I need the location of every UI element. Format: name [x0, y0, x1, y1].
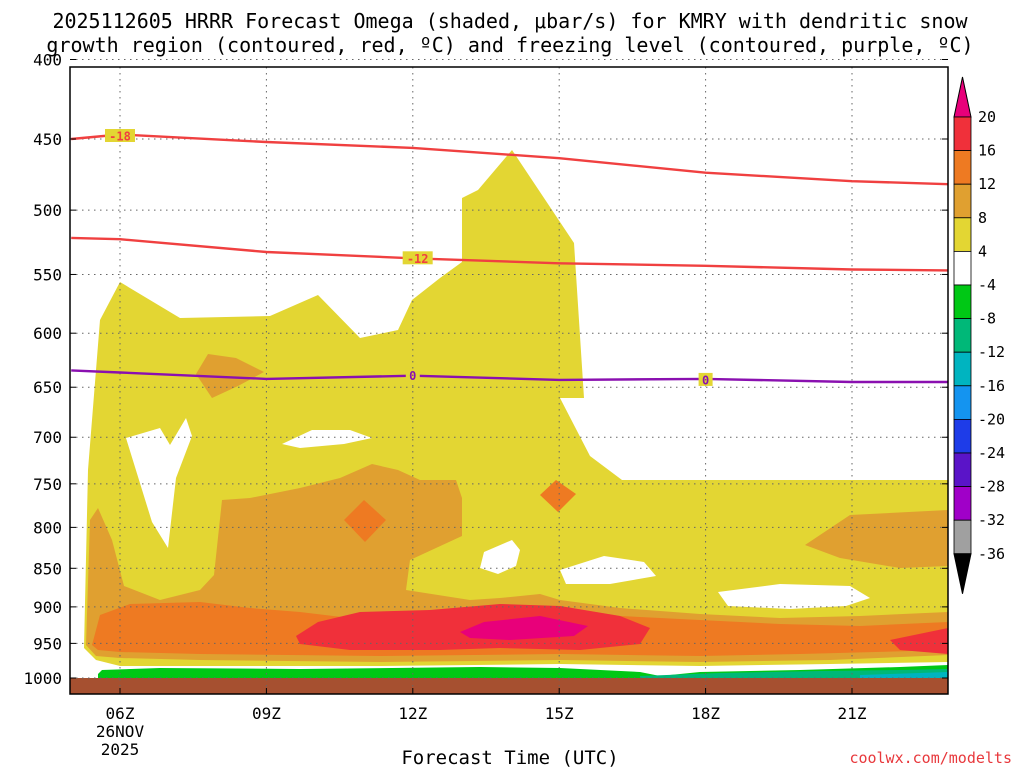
omega-ge12-spot-center	[540, 480, 576, 512]
omega-ge8-region-right	[805, 510, 948, 568]
y-tick-label: 700	[33, 428, 62, 447]
contour-line	[71, 133, 948, 186]
colorbar-swatch	[953, 318, 972, 353]
colorbar-swatch	[953, 418, 972, 454]
colorbar-label: -8	[978, 310, 996, 328]
x-tick-year: 2025	[101, 740, 140, 759]
contour-label-bg	[105, 129, 135, 143]
omega-ge4-gap-mid	[480, 540, 520, 574]
y-tick-label: 450	[33, 130, 62, 149]
grid-lines	[70, 59, 948, 694]
x-tick-label: 06Z	[106, 704, 135, 723]
omega-ge4-gap-center	[560, 556, 656, 584]
colorbar-label: -16	[978, 377, 1005, 395]
contour-label: 0	[409, 369, 416, 383]
contour-label: -18	[109, 130, 131, 144]
x-tick-label: 09Z	[252, 704, 281, 723]
plot-frame	[69, 66, 949, 695]
colorbar-swatch	[953, 116, 972, 151]
colorbar-label: 4	[978, 242, 987, 260]
contour-line	[71, 236, 948, 272]
omega-ge12-spot-left	[344, 500, 386, 542]
colorbar-arrow-top	[953, 76, 972, 118]
y-tick-label: 1000	[23, 669, 62, 688]
contour-label-bg	[402, 251, 433, 265]
omega-ge8-bump-upper	[196, 354, 264, 398]
colorbar-label: -20	[978, 410, 1005, 428]
contour-label-bg	[405, 368, 420, 382]
y-tick-label: 950	[33, 634, 62, 653]
colorbar: 20 16 12 8 4 -4 -8 -12 -16 -20 -24 -28 -32 -36	[953, 76, 1005, 594]
contour-label: -12	[407, 252, 429, 266]
colorbar-swatch	[953, 486, 972, 521]
colorbar-label: 12	[978, 175, 996, 193]
colorbar-label: -36	[978, 545, 1005, 563]
y-tick-label: 500	[33, 201, 62, 220]
contour-label: 0	[702, 373, 709, 387]
y-tick-label: 900	[33, 598, 62, 617]
omega-ge20-region	[460, 616, 588, 640]
colorbar-swatch	[953, 183, 972, 219]
colorbar-swatch	[953, 217, 972, 252]
y-axis-ticks: 2503003504004505005506006507007508008509…	[23, 51, 948, 688]
colorbar-arrow-bottom	[953, 553, 972, 594]
colorbar-label: -12	[978, 343, 1005, 361]
temperature-contours: -18 -12 0 0	[71, 129, 948, 387]
y-tick-label: 650	[33, 378, 62, 397]
y-tick-label: 400	[33, 51, 62, 70]
colorbar-swatch	[953, 452, 972, 487]
colorbar-swatch	[953, 150, 972, 185]
x-axis-label: Forecast Time (UTC)	[401, 747, 618, 768]
colorbar-swatch	[953, 351, 972, 387]
y-tick-label: 800	[33, 518, 62, 537]
colorbar-label: -32	[978, 511, 1005, 529]
omega-shading	[70, 150, 948, 694]
y-tick-label: 850	[33, 559, 62, 578]
colorbar-label: 8	[978, 209, 987, 227]
omega-ge4-gap-left	[126, 418, 192, 548]
y-tick-label: 550	[33, 265, 62, 284]
omega-ge16-spot-right	[890, 628, 948, 654]
omega-ge4-gap-upper	[282, 430, 372, 448]
chart-title-line1: 2025112605 HRRR Forecast Omega (shaded, …	[52, 9, 968, 33]
colorbar-swatch	[953, 519, 972, 555]
colorbar-label: 16	[978, 142, 996, 160]
x-tick-label: 18Z	[691, 704, 720, 723]
x-tick-label: 12Z	[398, 704, 427, 723]
x-tick-label: 21Z	[838, 704, 867, 723]
colorbar-label: 20	[978, 108, 996, 126]
colorbar-swatch	[953, 385, 972, 420]
omega-ge4-gap-right	[718, 584, 870, 609]
colorbar-label: -4	[978, 276, 996, 294]
credit-link[interactable]: coolwx.com/modelts	[849, 749, 1012, 767]
ground-surface	[70, 678, 948, 694]
x-tick-label: 15Z	[545, 704, 574, 723]
chart-title-line2: growth region (contoured, red, ºC) and f…	[46, 33, 973, 57]
contour-line	[71, 369, 948, 384]
colorbar-swatch	[953, 250, 972, 286]
y-tick-label: 750	[33, 475, 62, 494]
x-tick-date: 26NOV	[96, 722, 145, 741]
y-tick-label: 600	[33, 324, 62, 343]
colorbar-swatch	[953, 284, 972, 319]
contour-label-bg	[698, 372, 713, 386]
colorbar-label: -24	[978, 444, 1005, 462]
colorbar-label: -28	[978, 478, 1005, 496]
